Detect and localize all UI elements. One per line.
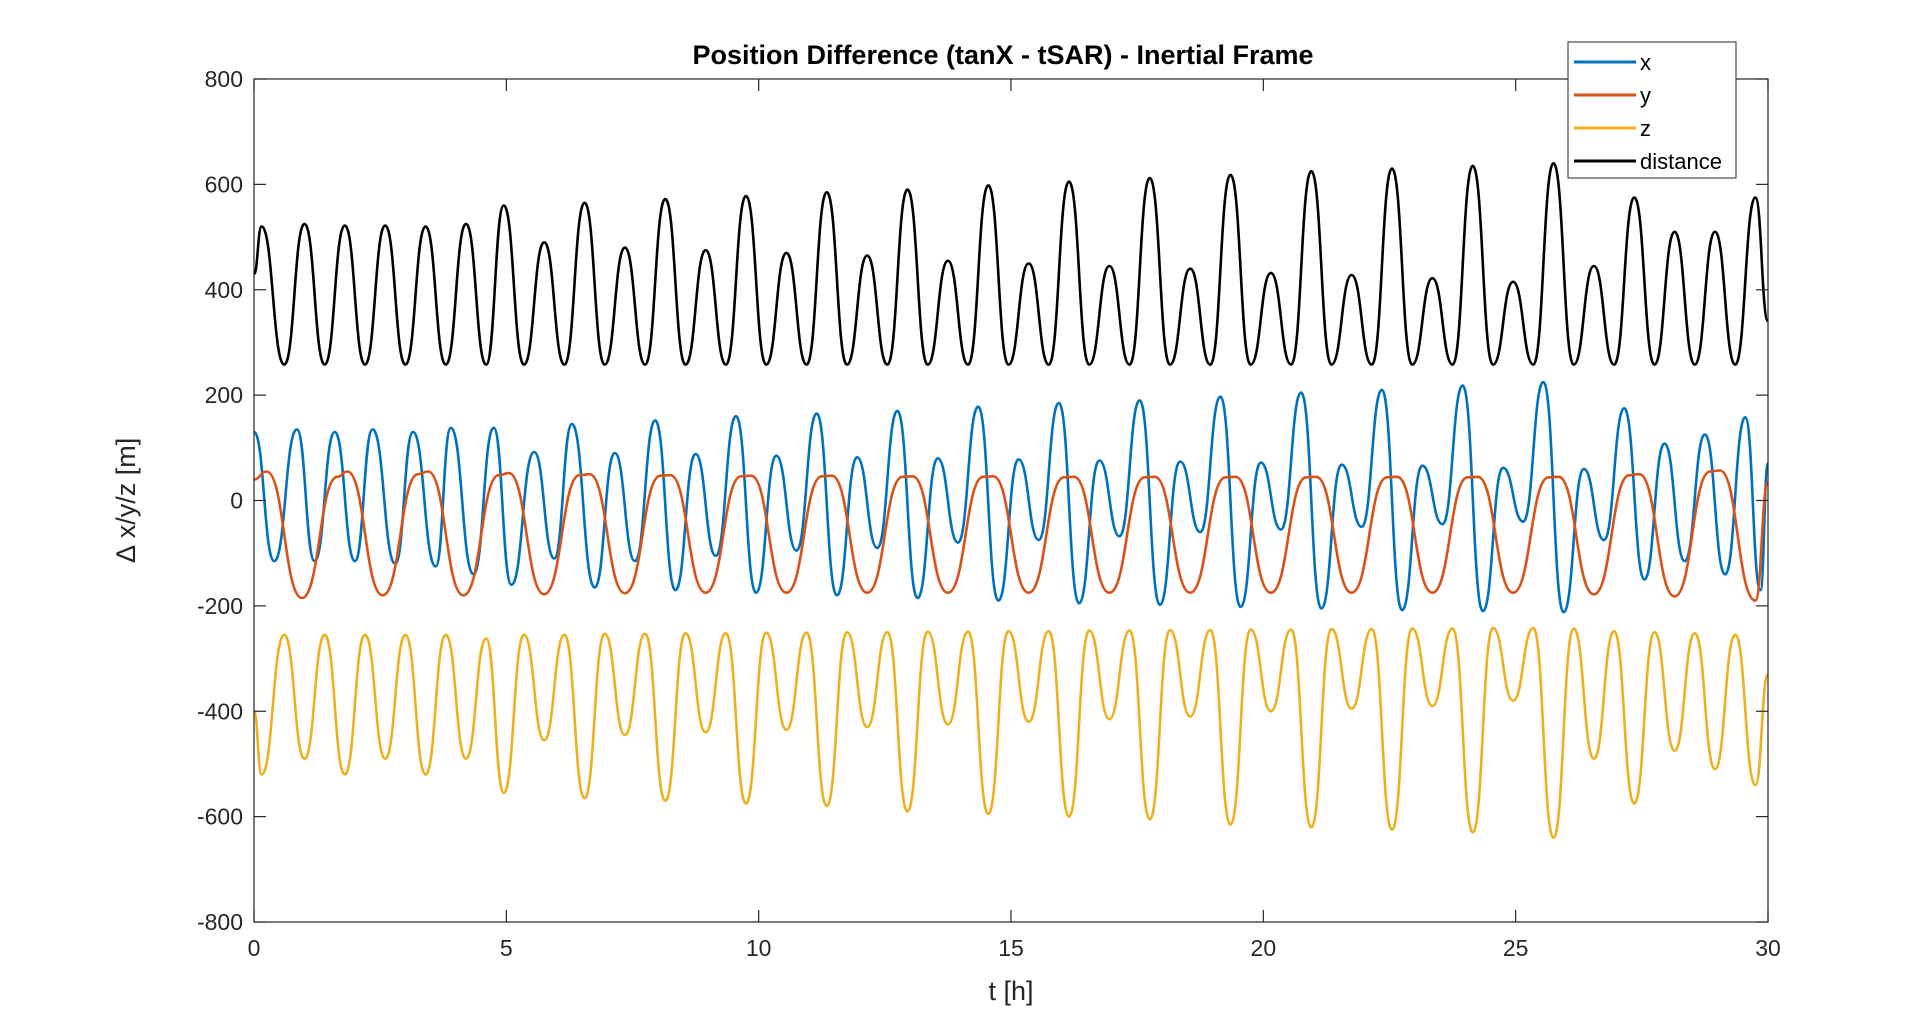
x-axis-label: t [h] [988,976,1033,1006]
y-tick-label: 800 [205,66,243,92]
series-line-x [252,380,1770,614]
y-tick-label: 200 [205,382,243,408]
x-tick-label: 25 [1503,935,1529,961]
legend-box [1567,41,1737,179]
legend-label-y: y [1640,83,1651,108]
series-line-distance [252,162,1770,366]
x-tick-label: 10 [746,935,772,961]
y-tick-label: -800 [197,909,243,935]
legend-label-distance: distance [1640,149,1722,174]
x-tick-label: 20 [1251,935,1277,961]
series-group [252,162,1770,839]
x-tick-label: 5 [500,935,513,961]
y-tick-label: 600 [205,171,243,197]
y-tick-label: -200 [197,593,243,619]
y-tick-label: -600 [197,804,243,830]
x-tick-label: 15 [998,935,1024,961]
legend-label-z: z [1640,116,1651,141]
x-tick-label: 30 [1755,935,1781,961]
legend-label-x: x [1640,50,1651,75]
y-axis-ticks: -800 -600 -400 -200 0 200 400 600 800 [197,66,1768,935]
series-line-z [252,626,1770,839]
y-tick-label: 0 [230,488,243,514]
series-line-y [253,469,1770,602]
y-axis-label: ∆ x/y/z [m] [111,438,141,563]
chart-title: Position Difference (tanX - tSAR) - Iner… [692,40,1313,70]
y-tick-label: -400 [197,698,243,724]
y-tick-label: 400 [205,277,243,303]
legend: xyz distance [1567,41,1737,179]
x-tick-label: 0 [248,935,261,961]
x-axis-ticks: 0 5 10 15 20 25 30 [248,79,1781,961]
